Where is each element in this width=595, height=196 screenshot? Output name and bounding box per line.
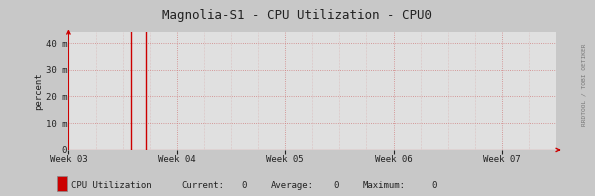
Text: Maximum:: Maximum: [363,181,406,190]
Text: Average:: Average: [271,181,314,190]
Text: 0: 0 [431,181,437,190]
Text: Magnolia-S1 - CPU Utilization - CPU0: Magnolia-S1 - CPU Utilization - CPU0 [162,9,433,22]
Text: Current:: Current: [181,181,224,190]
Y-axis label: percent: percent [34,72,43,110]
Text: 0: 0 [241,181,246,190]
Text: CPU Utilization: CPU Utilization [71,181,152,190]
Text: 0: 0 [333,181,339,190]
Text: RRDTOOL / TOBI OETIKER: RRDTOOL / TOBI OETIKER [582,43,587,125]
